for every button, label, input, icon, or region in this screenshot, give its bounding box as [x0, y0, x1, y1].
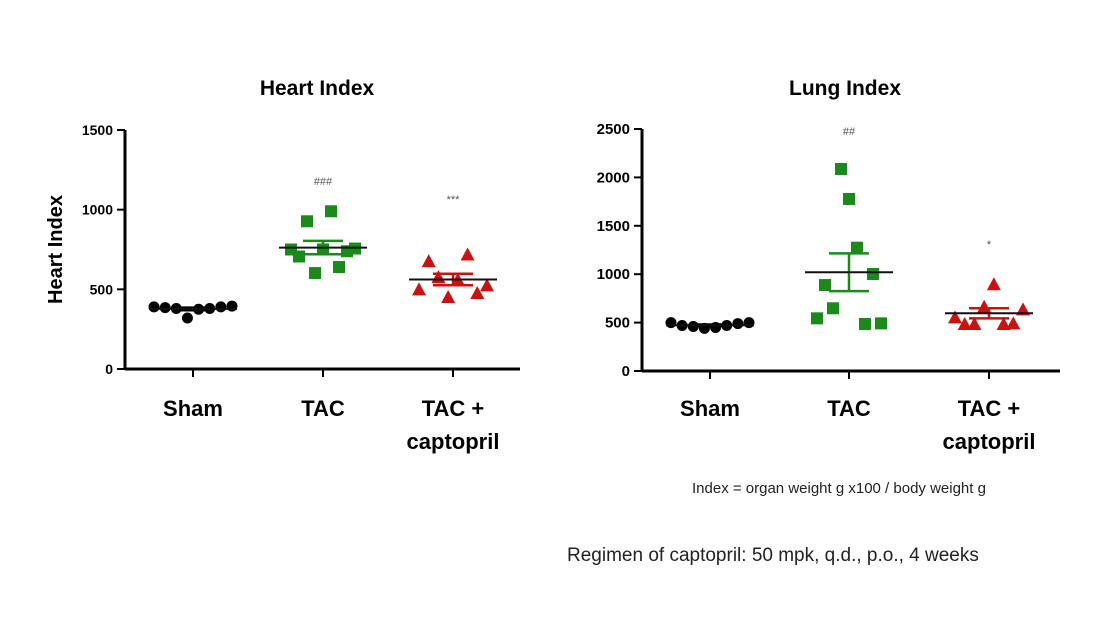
y-tick-label: 1500: [82, 122, 113, 138]
data-point: [480, 278, 494, 292]
data-point: [986, 277, 1001, 291]
data-point: [811, 312, 823, 325]
chart-1: Lung Index 0 500 1000 1500 2000 2500 Sham TAC ## T…: [597, 77, 1060, 454]
y-tick-label: 1000: [82, 202, 113, 218]
data-point: [301, 215, 313, 228]
data-point: [732, 318, 744, 330]
data-point: [996, 316, 1011, 330]
data-point: [441, 289, 456, 303]
data-point: [431, 270, 446, 284]
data-point: [859, 317, 871, 330]
x-category-label: TAC +: [422, 396, 485, 421]
data-point: [1006, 316, 1021, 330]
significance-annotation: *: [987, 239, 992, 251]
data-point: [743, 317, 755, 329]
data-point: [967, 316, 982, 330]
x-category-label: TAC: [301, 396, 345, 421]
data-point: [470, 285, 485, 299]
data-point: [293, 250, 305, 263]
significance-annotation: ***: [447, 194, 461, 206]
data-point: [835, 162, 847, 175]
data-point: [843, 192, 855, 205]
data-point: [948, 310, 962, 324]
chart-0: Heart Index Heart Index 0 500 1000 1500 Sham TA…: [45, 77, 520, 454]
y-axis-label: Heart Index: [45, 195, 67, 304]
data-point: [412, 282, 426, 296]
regimen-note: Regimen of captopril: 50 mpk, q.d., p.o.…: [567, 545, 979, 566]
data-point: [1016, 302, 1030, 316]
data-point: [309, 267, 321, 280]
chart-title: Heart Index: [260, 77, 375, 100]
y-tick-label: 0: [622, 363, 630, 380]
data-point: [148, 301, 160, 313]
data-point: [421, 254, 436, 268]
data-point: [215, 301, 227, 313]
x-category-label: captopril: [407, 429, 500, 454]
x-category-label: TAC: [827, 396, 871, 421]
y-tick-label: 0: [105, 361, 113, 377]
y-tick-label: 500: [90, 281, 114, 297]
x-category-label: Sham: [163, 396, 223, 421]
index-formula-note: Index = organ weight g x100 / body weigh…: [692, 480, 986, 497]
data-point: [181, 312, 193, 324]
y-tick-label: 1500: [597, 218, 630, 235]
y-tick-label: 500: [605, 315, 630, 332]
data-point: [333, 261, 345, 274]
significance-annotation: ###: [314, 176, 333, 188]
x-category-label: Sham: [680, 396, 740, 421]
data-point: [325, 205, 337, 218]
data-point: [827, 302, 839, 315]
data-point: [159, 302, 171, 314]
data-point: [819, 279, 831, 292]
data-point: [665, 317, 677, 329]
significance-annotation: ##: [843, 126, 856, 138]
y-tick-label: 2500: [597, 121, 630, 138]
data-point: [867, 268, 879, 281]
y-tick-label: 1000: [597, 266, 630, 283]
chart-title: Lung Index: [789, 77, 901, 100]
x-category-label: TAC +: [958, 396, 1021, 421]
data-point: [460, 247, 475, 261]
data-point: [875, 317, 887, 330]
x-category-label: captopril: [943, 429, 1036, 454]
y-tick-label: 2000: [597, 169, 630, 186]
data-point: [957, 316, 972, 330]
data-point: [851, 241, 863, 254]
